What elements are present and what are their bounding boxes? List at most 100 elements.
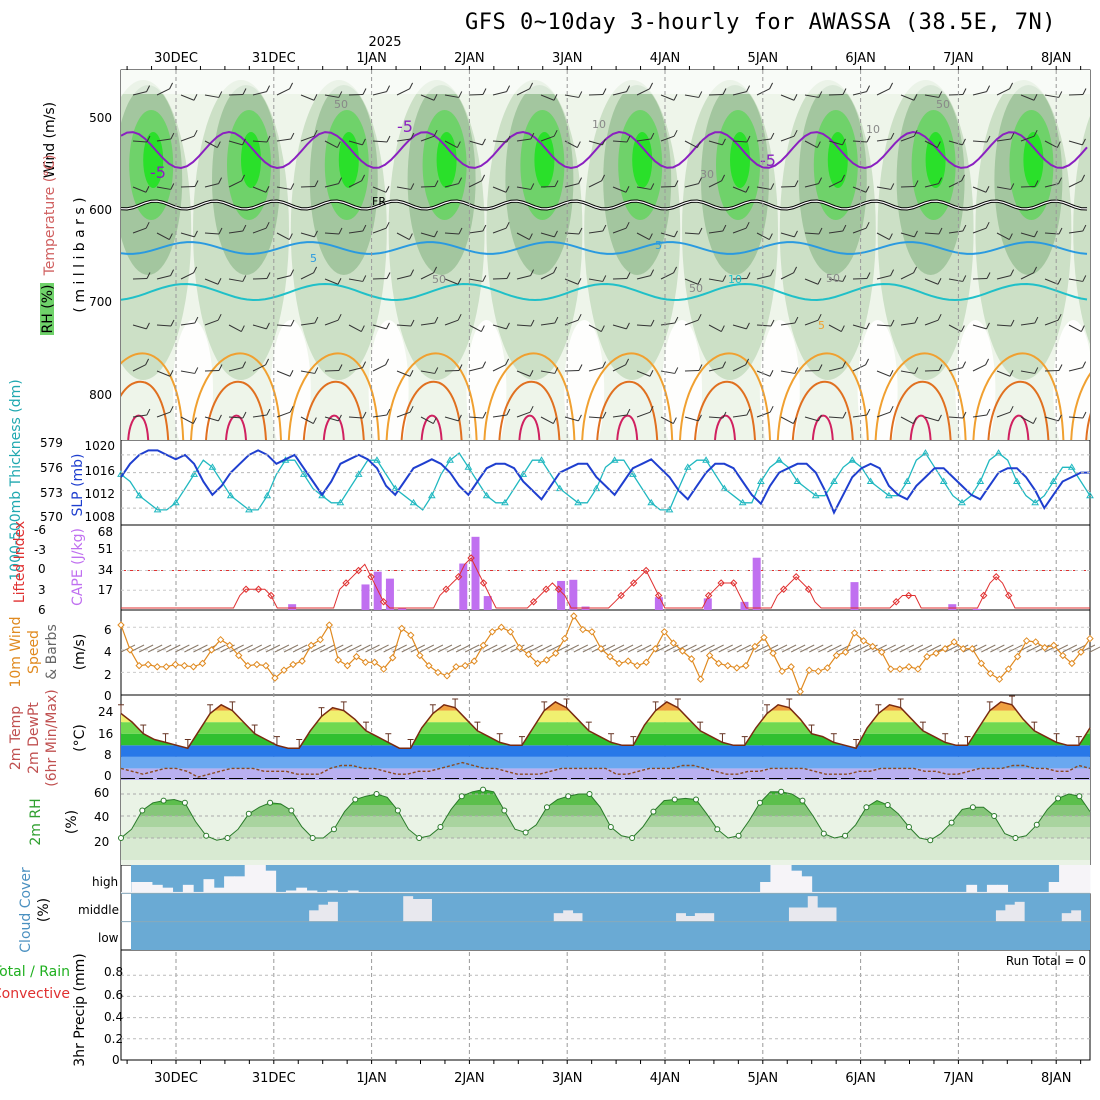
cloud-high-bar [471, 891, 483, 894]
wind-barb [204, 140, 218, 149]
wind-speed-point [271, 674, 279, 682]
wind-barb-flag [650, 132, 655, 140]
wind-barb [612, 364, 626, 372]
surface-wind-barb [138, 644, 154, 653]
wind-barb-flag [242, 275, 247, 282]
thickness-point [574, 498, 582, 506]
wind-barb [1020, 272, 1034, 280]
temp-tick-24: 24 [98, 705, 113, 719]
wind-speed-point [561, 634, 569, 643]
cloud-high-bar [904, 891, 916, 894]
ylabel-thickness: 1000-500mb Thickness (dm) [8, 379, 24, 580]
wind-barb [444, 140, 458, 149]
surface-wind-barb [283, 644, 299, 653]
wind-barb-flag [1010, 132, 1015, 140]
wind-barb [372, 91, 387, 96]
axis-labels: 2025 500 600 700 800 Wind (m/s) Temperat… [0, 35, 1086, 1067]
wind-barb [300, 322, 315, 326]
wind-barb-flag [194, 180, 199, 187]
bottom-date-label: 4JAN [650, 1071, 681, 1086]
bottom-date-label: 31DEC [252, 1071, 296, 1086]
isotherm-15 [483, 352, 576, 440]
isotherm-15 [972, 352, 1065, 440]
li-tick-0: 0 [38, 562, 46, 576]
wind-barb-flag [145, 186, 150, 193]
wind-barb [324, 416, 339, 422]
contour-label: 5 [310, 252, 317, 265]
wind-barb [660, 232, 675, 238]
wind-speed-point [687, 655, 696, 663]
wind-barb [300, 272, 314, 280]
wind-barb-flag [530, 269, 535, 276]
wind-barb [444, 183, 459, 188]
wind-barb-flag [458, 177, 463, 184]
wind-barb [612, 414, 627, 418]
wind-barb [300, 232, 315, 238]
wind-barb [924, 319, 939, 326]
wind-barb-flag [1010, 319, 1015, 327]
surface-wind-barb [193, 644, 208, 653]
wind-barb [252, 140, 268, 143]
wind-barb-flag [146, 85, 151, 92]
thickness-point [976, 477, 985, 484]
cloud-high-bar [244, 865, 256, 894]
wind-barb [756, 370, 771, 377]
wind-speed-point [1077, 648, 1085, 656]
wind-barb-flag [146, 322, 150, 330]
wind-barb-flag [338, 414, 342, 422]
rh-point [884, 802, 891, 808]
wind-speed-point [189, 663, 198, 671]
cloud-high-bar [584, 891, 596, 894]
thickness-point [391, 484, 400, 492]
thickness-point [1086, 491, 1094, 499]
wind-speed-point [751, 642, 759, 651]
wind-barb-flag [506, 408, 511, 416]
wind-barb [996, 411, 1011, 418]
wind-barb [1020, 94, 1035, 101]
cloud-middle-bar [995, 910, 1006, 922]
wind-barb-flag [336, 141, 341, 148]
wind-barb-flag [722, 224, 727, 232]
contour-label: 5 [655, 239, 662, 252]
surface-wind-barb [419, 644, 435, 653]
lifted-index-point [267, 591, 275, 600]
wind-barb-flag [746, 135, 751, 143]
top-date-label: 1JAN [356, 51, 387, 66]
wind-barb-flag [745, 186, 750, 193]
rh-point [693, 796, 700, 803]
cloud-high-bar [729, 891, 741, 894]
wind-speed-point [932, 649, 940, 657]
wind-speed-point [805, 666, 813, 674]
contour-label: 10 [866, 123, 880, 136]
rh-dry-pocket [955, 320, 996, 440]
wind-speed-point [370, 658, 379, 666]
slp-line [120, 449, 1090, 515]
wind-speed-point [1041, 643, 1049, 652]
wind-barb-flag [817, 278, 822, 285]
date-grid-lines: 30DEC 30DEC 31DEC 31DEC 1JAN 1JAN 2JAN 2JAN 3JAN… [154, 51, 1071, 1086]
wind-barb [612, 227, 627, 234]
wind-barb-flag [600, 325, 605, 332]
wind-barb [540, 416, 554, 425]
wind-barb-flag [338, 177, 343, 184]
surface-wind-barb [709, 644, 724, 653]
wind-barb-flag [242, 88, 247, 95]
surface-wind-barb [338, 644, 353, 653]
wind-barb [540, 135, 555, 142]
temp-tick-0: 0 [104, 769, 112, 783]
wind-barb-flag [361, 174, 366, 182]
wind-speed-point [1086, 634, 1094, 643]
wind-speed-point [334, 656, 343, 664]
wind-barb [420, 94, 435, 101]
wind-barb-flag [482, 88, 487, 95]
isotherm-25 [322, 414, 345, 440]
wind-barb-flag [890, 319, 895, 327]
cloud-high-bar [780, 865, 792, 894]
wind-barb-flag [578, 91, 583, 98]
surface-wind-barb [175, 644, 190, 653]
wind-barb-flag [674, 316, 679, 324]
isotherm-10 [121, 282, 1088, 302]
freezing-level-inner [121, 200, 1088, 210]
wind-speed-point [624, 657, 632, 665]
rh-point [1055, 795, 1062, 802]
